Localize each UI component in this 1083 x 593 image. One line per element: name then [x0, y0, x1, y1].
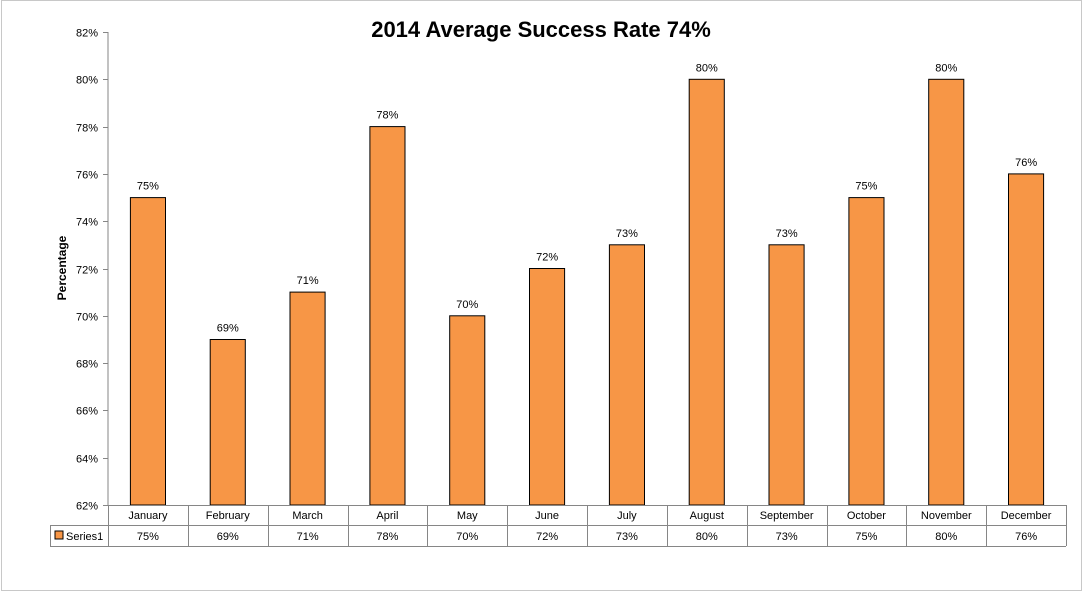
y-tick-label: 80% — [76, 75, 98, 87]
x-category-label: March — [292, 510, 323, 522]
data-table: January February March April May June July Augu… — [50, 505, 1067, 547]
x-category-label: August — [690, 510, 724, 522]
bar-march — [289, 291, 326, 506]
table-value: 73% — [776, 531, 798, 543]
bars: 75% 69% 71% 78% 70% 72% 73% 80% 73% 75% 80% 76% — [129, 62, 1045, 506]
x-category-label: December — [1001, 510, 1052, 522]
data-label: 76% — [1015, 157, 1037, 169]
data-label: 75% — [137, 181, 159, 193]
x-category-label: June — [535, 510, 559, 522]
data-label: 70% — [456, 299, 478, 311]
table-value: 75% — [137, 531, 159, 543]
y-tick-label: 66% — [76, 406, 98, 418]
table-value: 80% — [935, 531, 957, 543]
bar-december — [1008, 173, 1045, 506]
table-value: 70% — [456, 531, 478, 543]
bar-october — [848, 197, 885, 506]
x-category-label: October — [847, 510, 886, 522]
table-value: 78% — [376, 531, 398, 543]
y-tick-label: 72% — [76, 265, 98, 277]
y-tick-label: 74% — [76, 217, 98, 229]
bar-september — [768, 244, 805, 506]
x-category-label: September — [760, 510, 814, 522]
data-label: 80% — [696, 62, 718, 74]
axes: 62% 64% 66% 68% 70% 72% 74% 76% 78% 80% 82% — [76, 28, 109, 513]
bar-may — [449, 315, 486, 506]
y-tick-label: 76% — [76, 170, 98, 182]
legend-key — [54, 530, 64, 540]
x-category-label: November — [921, 510, 972, 522]
bar-april — [369, 126, 406, 506]
table-value: 76% — [1015, 531, 1037, 543]
bar-july — [608, 244, 646, 506]
y-axis-label: Percentage — [55, 235, 69, 300]
data-label: 71% — [297, 275, 319, 287]
y-tick-label: 78% — [76, 123, 98, 135]
table-value: 80% — [696, 531, 718, 543]
chart-title: 2014 Average Success Rate 74% — [371, 17, 711, 42]
data-label: 75% — [855, 181, 877, 193]
bar-january — [129, 197, 166, 506]
x-category-label: April — [376, 510, 398, 522]
table-value: 75% — [855, 531, 877, 543]
table-value: 72% — [536, 531, 558, 543]
bar-august — [688, 78, 725, 506]
y-tick-label: 62% — [76, 501, 98, 513]
y-tick-label: 64% — [76, 454, 98, 466]
data-label: 78% — [376, 110, 398, 122]
data-label: 80% — [935, 62, 957, 74]
legend-series-name: Series1 — [66, 531, 103, 543]
bar-february — [209, 339, 246, 506]
data-label: 73% — [616, 228, 638, 240]
bar-november — [928, 78, 965, 506]
y-tick-label: 68% — [76, 359, 98, 371]
table-value: 71% — [297, 531, 319, 543]
x-category-label: February — [206, 510, 251, 522]
data-label: 73% — [776, 228, 798, 240]
bar-june — [529, 268, 566, 506]
data-label: 69% — [217, 323, 239, 335]
x-category-label: January — [128, 510, 168, 522]
data-label: 72% — [536, 252, 558, 264]
table-value: 73% — [616, 531, 638, 543]
x-category-label: July — [617, 510, 637, 522]
x-category-label: May — [457, 510, 478, 522]
y-tick-label: 82% — [76, 28, 98, 40]
y-tick-label: 70% — [76, 312, 98, 324]
table-value: 69% — [217, 531, 239, 543]
